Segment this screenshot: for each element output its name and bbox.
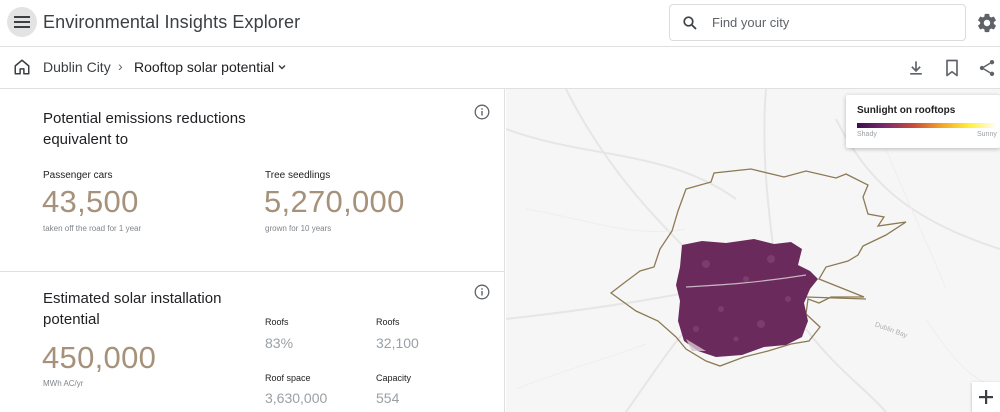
- legend-title: Sunlight on rooftops: [857, 105, 956, 116]
- trees-value: 5,270,000: [264, 184, 405, 219]
- legend-min-label: Shady: [857, 131, 877, 138]
- capacity-value: 554: [376, 390, 400, 406]
- legend-max-label: Sunny: [977, 131, 997, 138]
- trees-label: Tree seedlings: [265, 170, 331, 181]
- bookmark-icon[interactable]: [942, 58, 962, 78]
- breadcrumb-bar: Dublin City › Rooftop solar potential: [0, 47, 1000, 89]
- roofs-count-value: 32,100: [376, 335, 419, 351]
- info-icon[interactable]: [474, 284, 490, 300]
- cars-label: Passenger cars: [43, 170, 113, 181]
- hamburger-menu-icon: [14, 16, 30, 28]
- search-icon: [683, 15, 697, 30]
- city-boundary: [609, 168, 907, 367]
- breadcrumb-separator: ›: [118, 58, 123, 74]
- insights-panel: Potential emissions reductions equivalen…: [0, 89, 505, 412]
- cars-note: taken off the road for 1 year: [43, 224, 142, 233]
- chevron-down-icon: [278, 64, 286, 70]
- solar-value: 450,000: [42, 340, 157, 375]
- sunlight-legend: Sunlight on rooftops Shady Sunny: [846, 95, 1000, 148]
- share-icon[interactable]: [977, 58, 997, 78]
- cars-value: 43,500: [42, 184, 139, 219]
- zoom-in-button[interactable]: [972, 382, 1000, 412]
- app-header: Environmental Insights Explorer: [0, 0, 1000, 47]
- download-icon[interactable]: [906, 58, 926, 78]
- breadcrumb-city[interactable]: Dublin City: [43, 59, 111, 75]
- plus-icon: [979, 390, 993, 404]
- breadcrumb-current-dropdown[interactable]: Rooftop solar potential: [134, 59, 287, 75]
- app-title: Environmental Insights Explorer: [43, 12, 301, 32]
- legend-gradient-bar: [857, 123, 997, 128]
- home-icon[interactable]: [13, 58, 31, 76]
- capacity-label: Capacity: [376, 373, 412, 383]
- info-icon[interactable]: [474, 104, 490, 120]
- emissions-title: Potential emissions reductions equivalen…: [43, 110, 246, 148]
- roofs-count-label: Roofs: [376, 317, 400, 327]
- gear-icon[interactable]: [976, 12, 998, 34]
- map-canvas: [506, 89, 1000, 412]
- search-input[interactable]: [712, 15, 952, 30]
- trees-note: grown for 10 years: [265, 224, 332, 233]
- roof-space-value: 3,630,000: [265, 390, 328, 406]
- roofs-pct-label: Roofs: [265, 317, 289, 327]
- search-box[interactable]: [669, 4, 966, 41]
- roof-space-label: Roof space: [265, 373, 311, 383]
- solar-unit: MWh AC/yr: [43, 379, 84, 388]
- breadcrumb-current-label: Rooftop solar potential: [134, 59, 275, 75]
- roofs-pct-value: 83%: [265, 335, 294, 351]
- solar-title: Estimated solar installation potential: [43, 290, 222, 328]
- solar-heat-area: [676, 239, 818, 357]
- menu-button[interactable]: [7, 7, 37, 37]
- emissions-card: Potential emissions reductions equivalen…: [0, 89, 504, 272]
